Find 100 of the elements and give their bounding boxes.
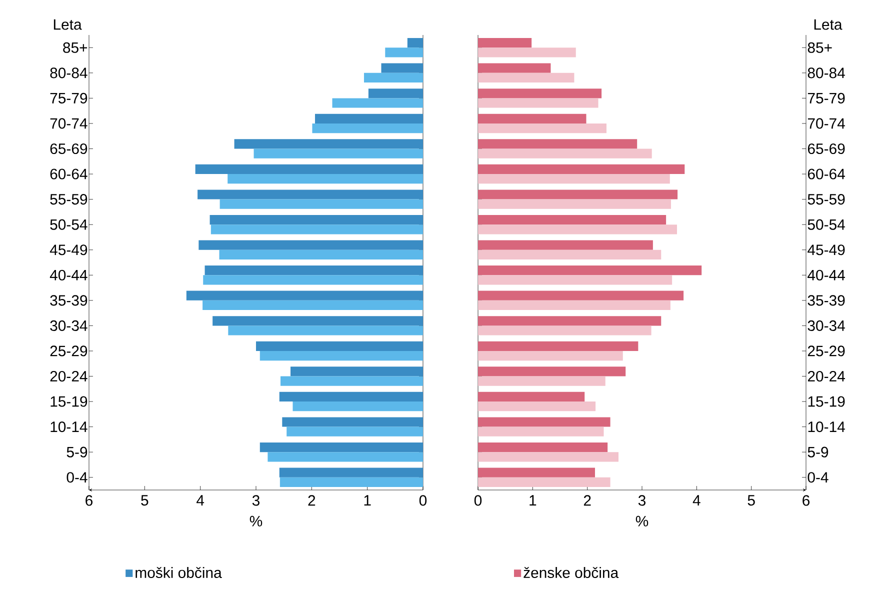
- bar: [279, 392, 423, 402]
- y-tick-label: 75-79: [50, 92, 88, 104]
- y-tick-label: 0-4: [66, 472, 88, 483]
- bar: [478, 426, 604, 436]
- bar: [478, 148, 652, 158]
- bar: [220, 199, 423, 209]
- bar: [202, 300, 423, 310]
- y-tick-label: 85+: [63, 42, 88, 53]
- y-tick-label: 80-84: [50, 68, 88, 78]
- bar: [478, 139, 638, 149]
- x-tick-label: 3: [638, 495, 646, 506]
- bar: [212, 316, 423, 326]
- bar: [198, 190, 423, 200]
- y-tick-label: 65-69: [808, 143, 845, 154]
- y-tick-label: 80-84: [808, 68, 845, 78]
- legend-label: ženske občina: [524, 566, 619, 578]
- legend-label: moški občina: [136, 566, 222, 578]
- bar: [478, 164, 685, 174]
- bar: [478, 341, 638, 351]
- y-tick-label: 60-64: [808, 168, 845, 180]
- bar: [198, 240, 423, 250]
- y-tick-label: 25-29: [808, 346, 845, 356]
- bar: [478, 300, 670, 310]
- bar: [256, 341, 423, 351]
- bar: [478, 366, 626, 376]
- y-tick-label: 10-14: [808, 422, 845, 432]
- y-tick-label: 50-54: [50, 219, 88, 230]
- bar: [279, 468, 423, 478]
- y-axis-title: Leta: [814, 19, 842, 30]
- bar: [478, 316, 662, 326]
- bar: [364, 72, 423, 83]
- bar: [234, 139, 423, 149]
- y-tick-label: 35-39: [50, 295, 88, 306]
- y-tick-label: 30-34: [808, 320, 845, 331]
- bar: [478, 214, 666, 225]
- y-tick-label: 75-79: [808, 92, 845, 104]
- bar: [219, 250, 423, 260]
- bar: [478, 402, 596, 412]
- y-axis-title: Leta: [54, 19, 82, 30]
- x-tick-label: 2: [584, 495, 591, 506]
- bar: [385, 48, 423, 58]
- x-tick-label: 6: [86, 495, 92, 506]
- bar: [478, 452, 618, 462]
- x-tick-label: 2: [308, 495, 316, 506]
- bar: [478, 376, 606, 386]
- y-tick-label: 85+: [808, 42, 832, 53]
- bar: [478, 72, 574, 83]
- bar: [195, 164, 423, 174]
- bar: [478, 199, 671, 209]
- bar: [478, 190, 678, 200]
- y-tick-label: 65-69: [50, 143, 88, 154]
- bar: [286, 426, 423, 436]
- y-tick-label: 20-24: [50, 370, 88, 382]
- bar: [368, 88, 423, 98]
- bar: [478, 350, 623, 361]
- y-tick-label: 50-54: [808, 219, 845, 230]
- bar: [260, 442, 423, 452]
- bar: [407, 38, 423, 48]
- x-tick-label: 3: [252, 495, 260, 506]
- bar: [478, 417, 610, 427]
- bar: [186, 290, 423, 300]
- bar: [478, 250, 662, 260]
- y-tick-label: 0-4: [808, 472, 828, 483]
- bar: [210, 214, 423, 225]
- bar: [478, 290, 684, 300]
- y-tick-label: 20-24: [808, 370, 845, 382]
- bar: [478, 275, 672, 285]
- y-tick-label: 45-49: [50, 244, 88, 256]
- x-tick-label: 4: [692, 495, 700, 506]
- bar: [478, 240, 653, 250]
- y-tick-label: 55-59: [808, 194, 845, 205]
- y-tick-label: 40-44: [50, 270, 88, 280]
- bar: [478, 266, 702, 276]
- x-tick-label: 5: [748, 495, 755, 506]
- bar: [280, 477, 423, 487]
- x-tick-label: 0: [419, 495, 427, 506]
- bar: [312, 123, 423, 134]
- y-tick-label: 70-74: [808, 118, 845, 129]
- bar: [280, 376, 423, 386]
- bar: [332, 98, 423, 108]
- bar: [478, 477, 610, 487]
- bar: [381, 63, 423, 73]
- bar: [203, 275, 423, 285]
- bar: [478, 114, 586, 124]
- bar: [478, 63, 551, 73]
- y-tick-label: 60-64: [50, 168, 88, 180]
- x-tick-label: 6: [802, 495, 810, 506]
- bar: [478, 326, 652, 336]
- x-tick-label: 0: [474, 495, 482, 506]
- x-tick-label: 5: [141, 495, 148, 506]
- y-tick-label: 55-59: [50, 194, 88, 205]
- bar: [228, 174, 423, 184]
- y-tick-label: 45-49: [808, 244, 845, 256]
- y-tick-label: 25-29: [50, 346, 88, 356]
- bar: [260, 350, 423, 361]
- bar: [478, 48, 576, 58]
- bar: [478, 98, 598, 108]
- bar: [204, 266, 423, 276]
- x-tick-label: 1: [530, 495, 536, 506]
- bar: [478, 38, 532, 48]
